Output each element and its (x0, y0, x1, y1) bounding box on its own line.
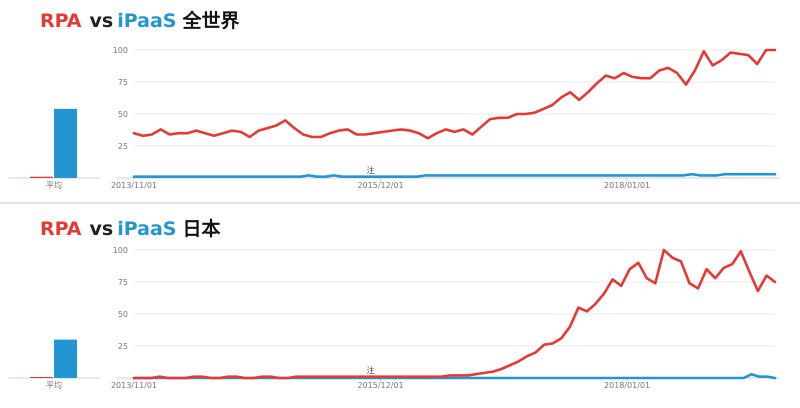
average-bar-rpa (54, 108, 77, 178)
title-rpa: RPA (40, 218, 82, 240)
panel-divider (0, 202, 800, 204)
chart-panel-worldwide: RPA vs iPaaS 全世界 25 50 75 100 2013/11/01 2015/12… (0, 0, 800, 200)
y-tick-label: 25 (118, 142, 128, 151)
y-tick-label: 50 (118, 310, 128, 319)
chart-title: RPA vs iPaaS 全世界 (40, 6, 240, 33)
title-region: 日本 (182, 218, 221, 240)
y-tick-label: 50 (118, 110, 128, 119)
title-rpa: RPA (40, 10, 82, 32)
x-tick-label: 2013/11/01 (111, 181, 157, 190)
y-tick-label: 25 (118, 342, 128, 351)
y-tick-label: 100 (113, 246, 128, 255)
title-region: 全世界 (182, 10, 240, 32)
average-bar-rpa (54, 339, 77, 378)
note-marker: 注 (367, 365, 375, 375)
chart-panel-japan: RPA vs iPaaS 日本 25 50 75 100 2013/11/01 2015/12/… (0, 208, 800, 408)
title-ipaas: iPaaS (117, 218, 177, 240)
title-ipaas: iPaaS (117, 10, 177, 32)
trend-chart-japan: 25 50 75 100 2013/11/01 2015/12/01 2018/01/01 注… (8, 246, 780, 390)
x-tick-label: 2015/12/01 (357, 381, 403, 390)
series-line-rpa (132, 248, 777, 380)
x-tick-label: 2018/01/01 (604, 181, 650, 190)
trend-chart-worldwide: 25 50 75 100 2013/11/01 2015/12/01 2018/01/01 注… (8, 46, 780, 190)
average-label: 平均 (46, 180, 62, 190)
title-vs: vs (89, 218, 114, 240)
x-tick-label: 2015/12/01 (357, 181, 403, 190)
y-tick-label: 100 (113, 46, 128, 55)
x-tick-label: 2013/11/01 (111, 381, 157, 390)
average-bar-ipaas (30, 377, 53, 378)
series-line-ipaas (132, 172, 777, 178)
note-marker: 注 (367, 165, 375, 175)
chart-title: RPA vs iPaaS 日本 (40, 214, 221, 241)
series-line-rpa (132, 48, 777, 140)
average-label: 平均 (46, 380, 62, 390)
y-tick-label: 75 (118, 78, 128, 87)
x-tick-label: 2018/01/01 (604, 381, 650, 390)
title-vs: vs (89, 10, 114, 32)
y-tick-label: 75 (118, 278, 128, 287)
average-bar-ipaas (30, 176, 53, 178)
